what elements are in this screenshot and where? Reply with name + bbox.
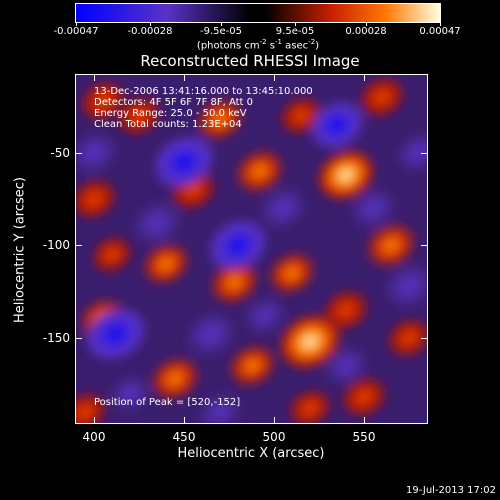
positive-emission-blob xyxy=(141,241,191,286)
positive-emission-blob xyxy=(364,221,418,269)
negative-flux-blob xyxy=(109,375,151,412)
negative-flux-blob xyxy=(132,201,182,246)
negative-flux-blob xyxy=(383,263,427,309)
positive-emission-blob xyxy=(287,388,333,423)
energy-range-annotation: Energy Range: 25.0 - 50.0 keV xyxy=(94,108,247,119)
colorbar xyxy=(75,3,441,23)
x-axis-label: Heliocentric X (arcsec) xyxy=(177,446,325,461)
colorbar-tick-label: -0.00028 xyxy=(127,26,173,37)
y-axis-tick xyxy=(76,338,82,339)
colorbar-tick-label: -9.5e-05 xyxy=(200,26,242,37)
negative-flux-blob xyxy=(243,296,287,335)
positive-emission-blob xyxy=(208,259,261,306)
colorbar-tick xyxy=(221,22,222,26)
plot-area: 13-Dec-2006 13:41:16.000 to 13:45:10.000… xyxy=(75,74,428,424)
x-axis-tick xyxy=(274,417,275,423)
y-axis-tick-label: -100 xyxy=(42,238,70,252)
detectors-annotation: Detectors: 4F 5F 6F 7F 8F, Att 0 xyxy=(94,97,254,108)
negative-flux-blob xyxy=(84,306,147,362)
x-axis-tick-label: 550 xyxy=(352,430,376,444)
positive-emission-blob xyxy=(277,312,343,371)
positive-emission-blob xyxy=(76,391,109,423)
x-axis-tick-top xyxy=(94,75,95,81)
x-axis-tick-label: 500 xyxy=(262,430,286,444)
timestamp: 19-Jul-2013 17:02 xyxy=(405,485,496,496)
x-axis-tick-label: 400 xyxy=(82,430,106,444)
y-axis-tick-right xyxy=(421,245,427,246)
negative-flux-blob xyxy=(207,218,269,272)
colorbar-tick xyxy=(295,22,296,26)
x-axis-tick xyxy=(364,417,365,423)
positive-emission-blob xyxy=(315,148,377,202)
negative-flux-blob xyxy=(76,131,118,174)
y-axis-tick-label: -50 xyxy=(50,146,70,160)
positive-emission-blob xyxy=(358,75,406,119)
negative-flux-blob xyxy=(153,134,215,190)
y-axis-tick-right xyxy=(421,153,427,154)
y-axis-label: Heliocentric Y (arcsec) xyxy=(12,177,28,323)
positive-emission-blob xyxy=(90,235,134,274)
negative-flux-blob xyxy=(349,187,397,229)
colorbar-tick xyxy=(76,22,77,26)
positive-emission-blob xyxy=(385,317,427,359)
x-axis-tick-top xyxy=(274,75,275,81)
colorbar-gradient xyxy=(76,4,440,22)
negative-flux-blob xyxy=(395,132,427,173)
y-axis-tick xyxy=(76,245,82,246)
y-axis-tick-label: -150 xyxy=(42,331,70,345)
colorbar-tick xyxy=(150,22,151,26)
positive-emission-blob xyxy=(233,148,286,195)
reconstructed-image xyxy=(76,75,427,423)
x-axis-tick-top xyxy=(184,75,185,81)
time-range-annotation: 13-Dec-2006 13:41:16.000 to 13:45:10.000 xyxy=(94,86,313,97)
peak-position-annotation: Position of Peak = [520,-152] xyxy=(94,397,241,408)
y-axis-tick xyxy=(76,153,82,154)
negative-flux-blob xyxy=(323,345,369,386)
x-axis-tick-label: 450 xyxy=(172,430,196,444)
image-title: Reconstructed RHESSI Image xyxy=(140,52,360,70)
positive-emission-blob xyxy=(76,177,118,221)
negative-flux-blob xyxy=(309,100,365,150)
x-axis-tick xyxy=(184,417,185,423)
positive-emission-blob xyxy=(340,375,388,419)
positive-emission-blob xyxy=(227,343,278,388)
negative-flux-blob xyxy=(259,187,307,230)
colorbar-tick-label: 0.00047 xyxy=(419,26,461,37)
positive-emission-blob xyxy=(267,251,317,296)
x-axis-tick-top xyxy=(364,75,365,81)
y-axis-tick-right xyxy=(421,338,427,339)
clean-counts-annotation: Clean Total counts: 1.23E+04 xyxy=(94,119,242,130)
positive-emission-blob xyxy=(322,288,370,332)
colorbar-tick xyxy=(366,22,367,26)
negative-flux-blob xyxy=(185,311,237,357)
colorbar-units-label: (photons cm-2 s-1 asec-2) xyxy=(196,38,320,52)
colorbar-tick-label: -0.00047 xyxy=(53,26,99,37)
positive-emission-blob xyxy=(195,97,245,142)
colorbar-tick-label: 9.5e-05 xyxy=(275,26,315,37)
positive-emission-blob xyxy=(115,95,163,137)
colorbar-tick-label: 0.00028 xyxy=(345,26,387,37)
x-axis-tick xyxy=(94,417,95,423)
negative-flux-blob xyxy=(197,392,243,423)
positive-emission-blob xyxy=(79,79,127,123)
colorbar-tick xyxy=(440,22,441,26)
positive-emission-blob xyxy=(149,355,201,402)
